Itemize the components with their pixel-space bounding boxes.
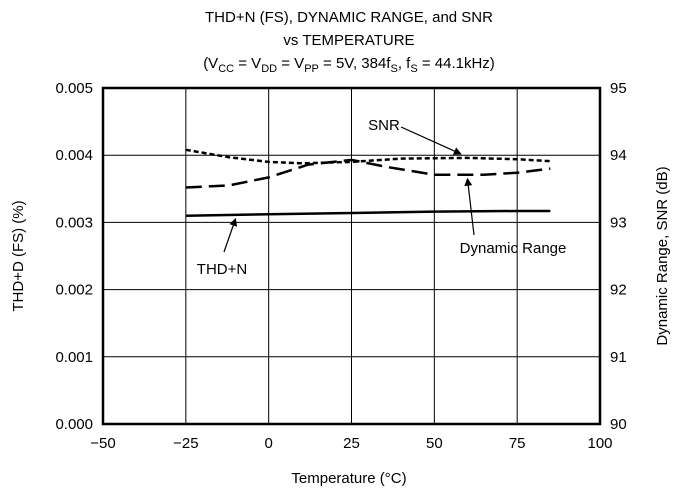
y-left-tick-label: 0.003 [55, 214, 93, 231]
y-left-tick-label: 0.000 [55, 416, 93, 433]
cond-rest3: = 44.1kHz) [418, 55, 495, 72]
y-left-tick-label: 0.004 [55, 147, 93, 164]
y-right-tick-label: 92 [610, 282, 627, 299]
y-right-tick-label: 90 [610, 416, 627, 433]
y-right-tick-label: 91 [610, 349, 627, 366]
annotation-arrow-snr [400, 126, 462, 155]
x-tick-label: 25 [343, 435, 360, 452]
cond-rest1: = 5V, 384f [319, 55, 391, 72]
grid [103, 88, 600, 424]
cond-fs-sub1: S [390, 63, 397, 75]
x-tick-label: 50 [426, 435, 443, 452]
x-tick-label: −50 [90, 435, 115, 452]
y-left-tick-label: 0.002 [55, 282, 93, 299]
annotation-label-dynamic-range: Dynamic Range [460, 240, 567, 257]
cond-open: (V [203, 55, 218, 72]
annotation-arrow-dynamic-range [464, 177, 475, 236]
y-right-tick-label: 93 [610, 214, 627, 231]
y-left-tick-label: 0.001 [55, 349, 93, 366]
y-right-axis-label: Dynamic Range, SNR (dB) [654, 166, 671, 345]
chart-conditions: (VCC = VDD = VPP = 5V, 384fS, fS = 44.1k… [203, 55, 495, 75]
cond-fs-sub2: S [410, 63, 417, 75]
plot-border [101, 86, 602, 426]
series-lines [185, 148, 551, 217]
y-right-tick-label: 94 [610, 147, 627, 164]
annotation-arrow-thd-n [223, 217, 238, 253]
series-line-thd-n [185, 209, 551, 217]
y-left-axis-label: THD+D (FS) (%) [10, 200, 27, 311]
plot-frame [101, 86, 602, 426]
series-line-snr [185, 148, 551, 165]
tick-labels: −50 −25 0 25 50 75 100 0.000 0.001 0.002 0.003 0.00… [55, 80, 626, 452]
cond-eq1: = V [234, 55, 261, 72]
annotations: SNR Dynamic Range THD+N [197, 117, 567, 278]
series-line-dynamic-range [185, 158, 551, 189]
cond-vpp-sub: PP [304, 63, 319, 75]
cond-eq2: = V [277, 55, 304, 72]
y-right-tick-label: 95 [610, 80, 627, 97]
x-tick-label: 0 [264, 435, 272, 452]
x-axis-label: Temperature (°C) [291, 470, 406, 487]
chart-subtitle: vs TEMPERATURE [283, 32, 414, 49]
x-tick-label: −25 [173, 435, 198, 452]
annotation-label-snr: SNR [368, 117, 400, 134]
cond-rest2: , f [398, 55, 411, 72]
x-tick-label: 100 [587, 435, 612, 452]
cond-vdd-sub: DD [261, 63, 277, 75]
x-tick-label: 75 [509, 435, 526, 452]
chart-title: THD+N (FS), DYNAMIC RANGE, and SNR [205, 9, 493, 26]
y-left-tick-label: 0.005 [55, 80, 93, 97]
annotation-label-thd-n: THD+N [197, 261, 247, 278]
cond-vcc-sub: CC [218, 63, 234, 75]
